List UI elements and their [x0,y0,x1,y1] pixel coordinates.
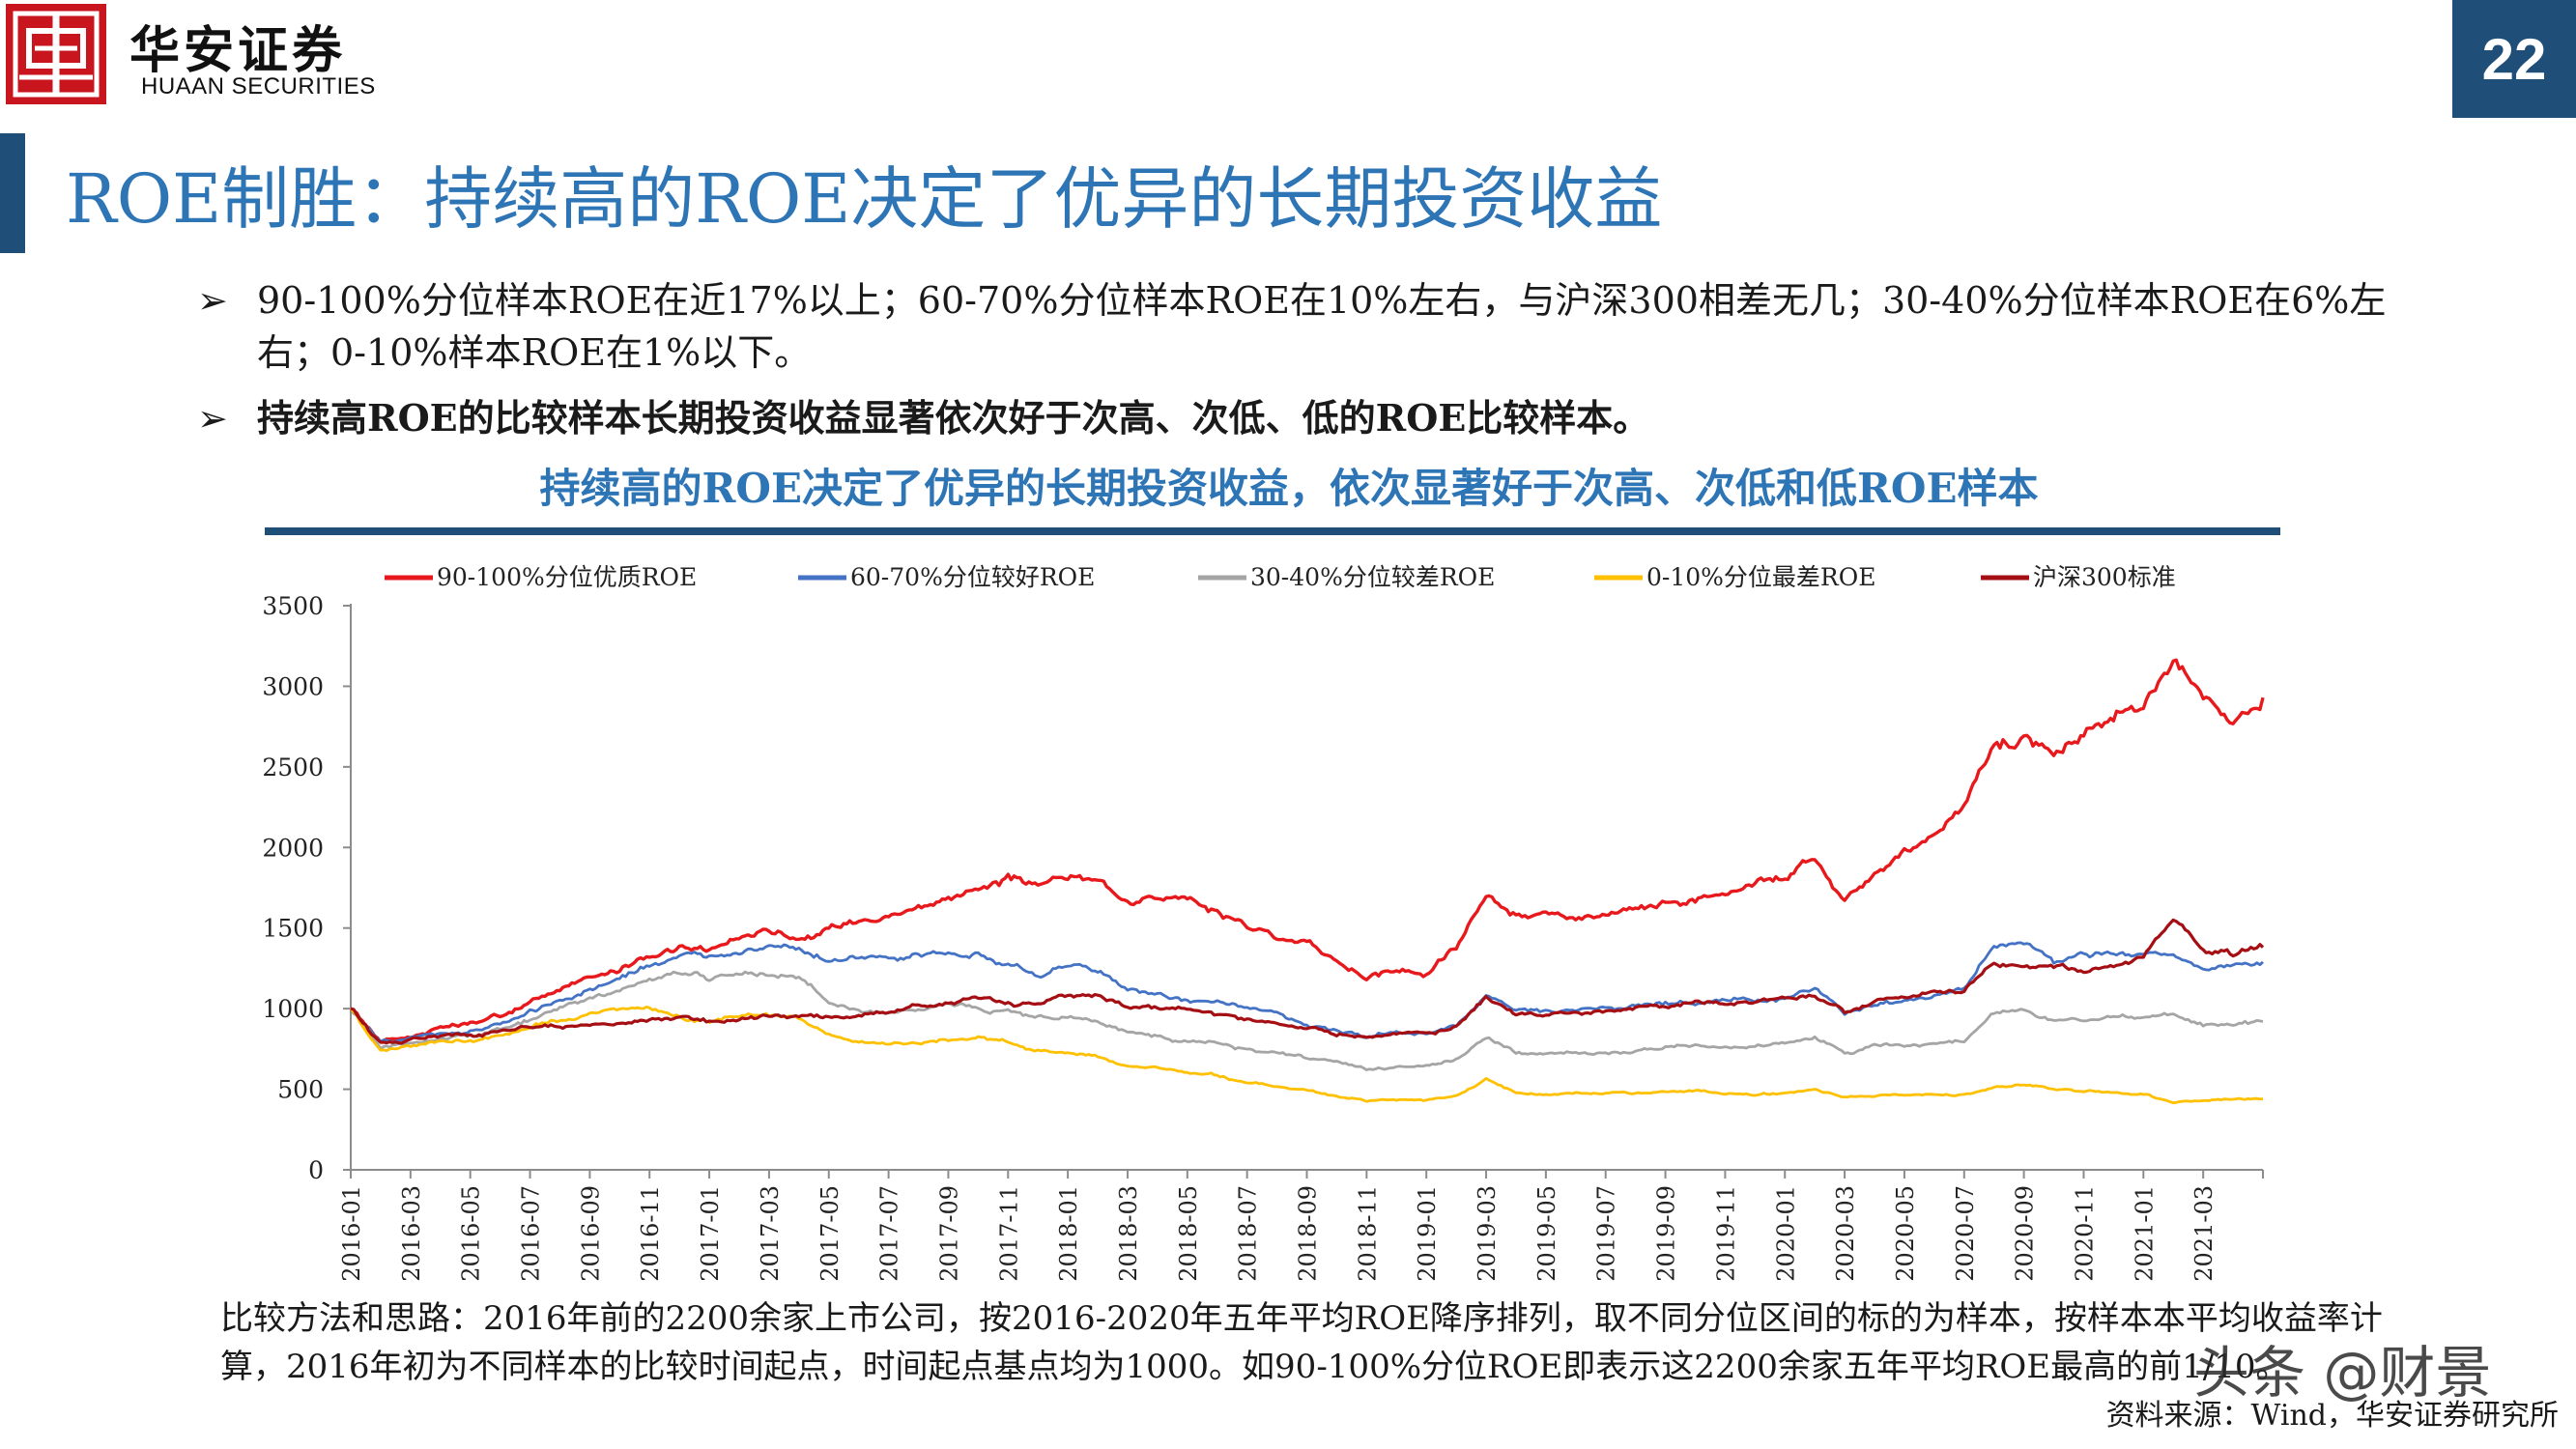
x-tick-label: 2020-03 [1832,1185,1859,1282]
company-logo: 华安证券 HUAAN SECURITIES [0,0,386,112]
bullet-text: 持续高ROE的比较样本长期投资收益显著依次好于次高、次低、低的ROE比较样本。 [257,396,1650,440]
x-tick-label: 2018-03 [1115,1185,1142,1282]
page-title: ROE制胜：持续高的ROE决定了优异的长期投资收益 [66,159,1663,239]
x-tick-label: 2017-03 [757,1185,784,1282]
watermark: 头条 @财景 [2193,1340,2492,1406]
x-tick-label: 2019-11 [1712,1185,1739,1282]
chart-heading: 持续高的ROE决定了优异的长期投资收益，依次显著好于次高、次低和低ROE样本 [539,465,2039,512]
x-tick-label: 2016-09 [577,1185,604,1282]
x-tick-label: 2020-11 [2071,1185,2098,1282]
y-tick-label: 1000 [262,995,324,1023]
y-tick-label: 3500 [262,592,324,620]
x-tick-label: 2016-03 [398,1185,425,1282]
logo-text-en: HUAAN SECURITIES [141,73,376,99]
x-tick-label: 2018-07 [1235,1185,1262,1282]
x-tick-label: 2020-09 [2012,1185,2039,1282]
legend-label: 0-10%分位最差ROE [1646,563,1876,591]
x-tick-label: 2017-05 [816,1185,844,1282]
series-line [349,970,2264,1071]
y-tick-label: 0 [308,1156,324,1184]
x-tick-label: 2019-05 [1533,1185,1560,1282]
logo-text-cn: 华安证券 [129,21,347,80]
x-tick-label: 2017-07 [876,1185,903,1282]
y-tick-label: 3000 [262,672,324,700]
y-tick-label: 2500 [262,753,324,781]
source-note: 资料来源：Wind，华安证券研究所 [2105,1399,2559,1433]
x-tick-label: 2019-07 [1593,1185,1620,1282]
bullet-text: 90-100%分位样本ROE在近17%以上；60-70%分位样本ROE在10%左… [257,279,2387,374]
series-line [350,658,2265,1044]
series-line [350,918,2265,1045]
methodology-note: 比较方法和思路：2016年前的2200余家上市公司，按2016-2020年五年平… [220,1299,2383,1386]
x-tick-label: 2019-01 [1414,1185,1441,1282]
x-tick-label: 2017-01 [697,1185,724,1282]
y-tick-label: 2000 [262,834,324,862]
series-line [349,1005,2264,1104]
x-tick-label: 2018-09 [1295,1185,1322,1282]
title-accent-bar [0,133,25,253]
x-tick-label: 2020-01 [1772,1185,1799,1282]
heading-divider [265,527,2280,535]
x-tick-label: 2019-09 [1653,1185,1680,1282]
legend-label: 沪深300标准 [2033,563,2176,591]
x-tick-label: 2020-07 [1952,1185,1979,1282]
x-tick-label: 2017-09 [935,1185,962,1282]
arrow-bullet-icon: ➢ [197,397,228,440]
arrow-bullet-icon: ➢ [197,279,228,322]
x-tick-label: 2016-01 [338,1185,365,1282]
x-tick-label: 2021-01 [2131,1185,2158,1282]
x-tick-label: 2019-03 [1474,1185,1501,1282]
x-tick-label: 2018-05 [1175,1185,1202,1282]
logo-emblem-icon [6,4,106,104]
page-number-badge: 22 [2452,0,2576,118]
x-tick-label: 2016-11 [637,1185,664,1282]
y-tick-label: 1500 [262,915,324,943]
x-tick-label: 2018-01 [1055,1185,1082,1282]
legend-label: 90-100%分位优质ROE [437,563,697,591]
x-tick-label: 2020-05 [1892,1185,1919,1282]
roe-line-chart: 0 500 1000 1500 2000 2500 3000 3500 2016-01 2016-… [262,563,2265,1282]
legend-label: 60-70%分位较好ROE [850,563,1095,591]
legend-label: 30-40%分位较差ROE [1250,563,1495,591]
x-tick-label: 2021-03 [2190,1185,2218,1282]
x-tick-label: 2016-05 [458,1185,485,1282]
x-tick-label: 2017-11 [995,1185,1022,1282]
x-tick-label: 2016-07 [518,1185,545,1282]
y-tick-label: 500 [277,1076,324,1104]
x-tick-label: 2018-11 [1354,1185,1381,1282]
